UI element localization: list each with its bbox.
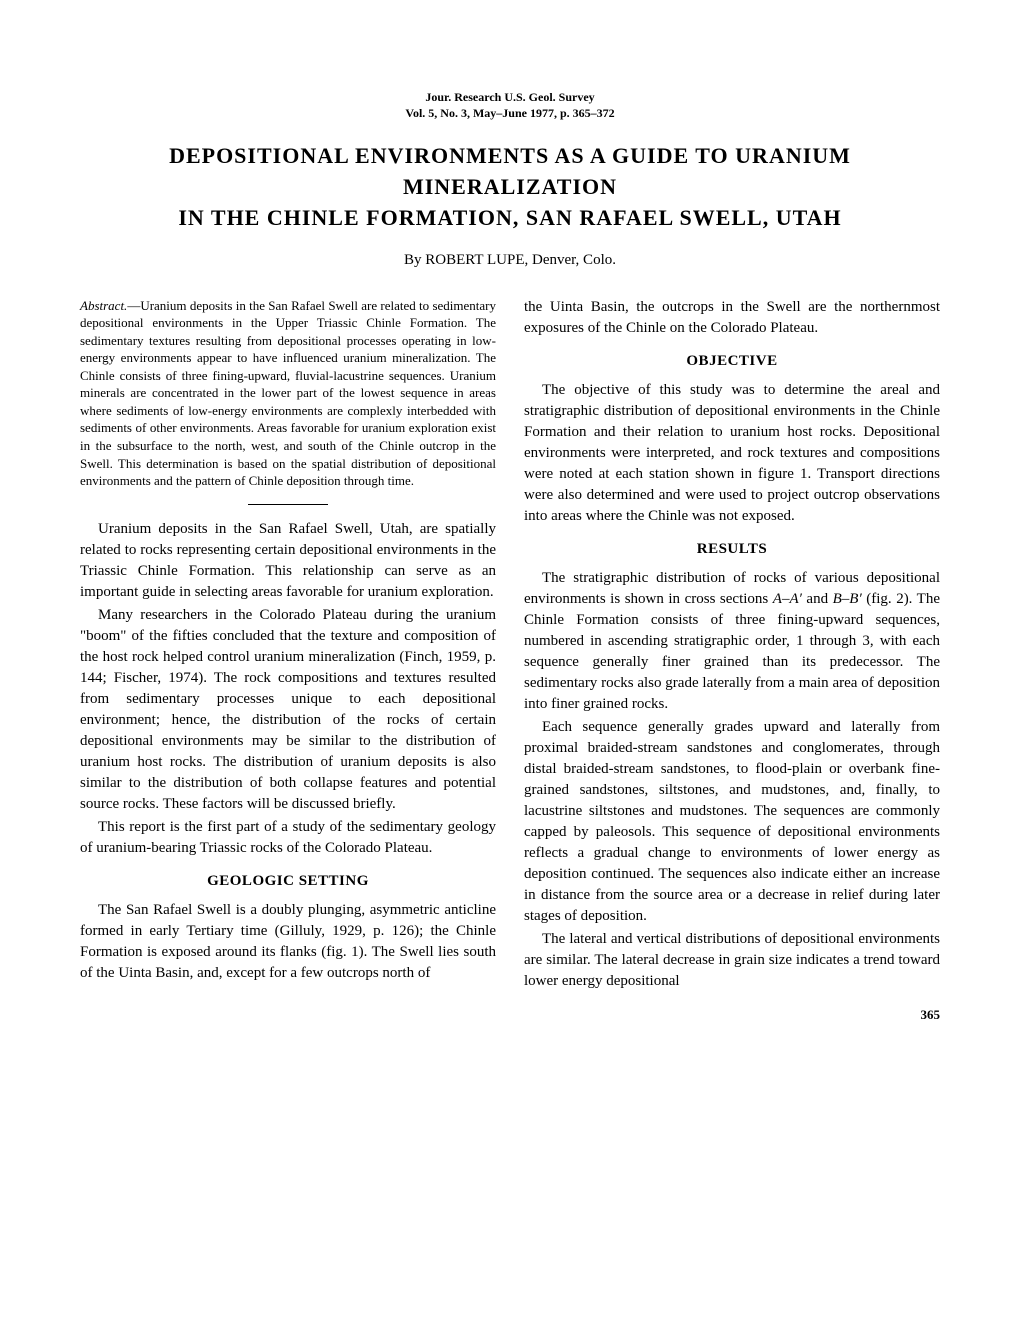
abstract: Abstract.—Uranium deposits in the San Ra… xyxy=(80,297,496,490)
results-p3: The lateral and vertical distributions o… xyxy=(524,929,940,992)
intro-p1: Uranium deposits in the San Rafael Swell… xyxy=(80,519,496,603)
abstract-text: —Uranium deposits in the San Rafael Swel… xyxy=(80,298,496,488)
journal-header: Jour. Research U.S. Geol. Survey Vol. 5,… xyxy=(80,90,940,121)
journal-line2: Vol. 5, No. 3, May–June 1977, p. 365–372 xyxy=(405,106,614,120)
intro-p3: This report is the first part of a study… xyxy=(80,817,496,859)
results-p1b: (fig. 2). The Chinle Formation consists … xyxy=(524,591,940,712)
page-number: 365 xyxy=(80,1007,940,1023)
author-line: By ROBERT LUPE, Denver, Colo. xyxy=(80,252,940,269)
abstract-label: Abstract. xyxy=(80,298,127,313)
cross-section-bb: B–B′ xyxy=(833,591,862,607)
results-p2: Each sequence generally grades upward an… xyxy=(524,717,940,927)
paper-title: DEPOSITIONAL ENVIRONMENTS AS A GUIDE TO … xyxy=(80,141,940,233)
abstract-divider xyxy=(248,504,328,505)
results-p1-and: and xyxy=(802,591,833,607)
geologic-setting-p1b: the Uinta Basin, the outcrops in the Swe… xyxy=(524,297,940,339)
results-p1: The stratigraphic distribution of rocks … xyxy=(524,568,940,715)
title-line2: IN THE CHINLE FORMATION, SAN RAFAEL SWEL… xyxy=(178,205,841,230)
geologic-setting-p1a: The San Rafael Swell is a doubly plungin… xyxy=(80,900,496,984)
author-name: ROBERT LUPE, Denver, Colo. xyxy=(425,252,616,268)
by-label: By xyxy=(404,252,422,268)
intro-p2: Many researchers in the Colorado Plateau… xyxy=(80,605,496,815)
body-columns: Abstract.—Uranium deposits in the San Ra… xyxy=(80,297,940,992)
geologic-setting-heading: GEOLOGIC SETTING xyxy=(80,871,496,892)
objective-p1: The objective of this study was to deter… xyxy=(524,380,940,527)
results-heading: RESULTS xyxy=(524,539,940,560)
title-line1: DEPOSITIONAL ENVIRONMENTS AS A GUIDE TO … xyxy=(169,143,851,199)
objective-heading: OBJECTIVE xyxy=(524,351,940,372)
cross-section-aa: A–A′ xyxy=(773,591,802,607)
journal-line1: Jour. Research U.S. Geol. Survey xyxy=(425,90,594,104)
